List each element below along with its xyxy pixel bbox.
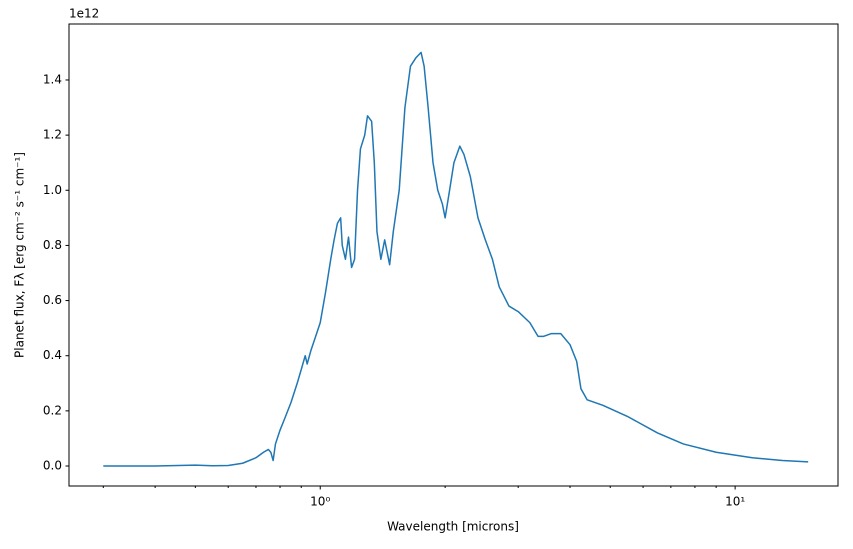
y-tick-label: 0.8 [43,238,62,252]
y-tick-label: 1.4 [43,72,62,86]
x-tick-label: 10⁰ [310,495,330,509]
y-axis-label: Planet flux, Fλ [erg cm⁻² s⁻¹ cm⁻¹] [13,152,27,358]
x-axis-label: Wavelength [microns] [387,520,519,534]
plot-frame [68,23,839,487]
y-tick-label: 0.2 [43,403,62,417]
y-tick-label: 1.0 [43,183,62,197]
x-tick-label: 10¹ [725,495,745,509]
offset-text: 1e12 [69,7,99,21]
y-tick-label: 0.4 [43,348,62,362]
y-tick-label: 1.2 [43,128,62,142]
y-tick-label: 0.0 [43,459,62,473]
data-line [103,51,809,467]
y-tick-label: 0.6 [43,293,62,307]
